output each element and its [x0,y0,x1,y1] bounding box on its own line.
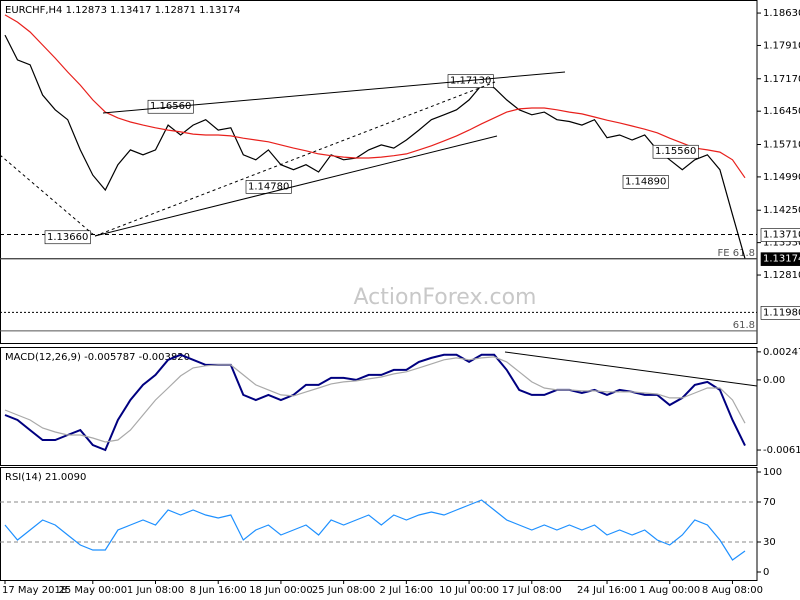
level-label-text: 1.11980 [763,307,800,318]
level-label-text: 1.13710 [763,230,800,241]
price-annotation: 1.14890 [622,175,669,189]
y-tick-label: 1.13530 [763,238,800,249]
y-tick-label: 1.14250 [763,205,800,216]
level-label: 1.13174 [760,252,800,266]
price-annotation-text: 1.15560 [655,146,696,157]
y-tick-label: 1.14990 [763,172,800,183]
price-annotation-box [447,74,494,88]
price-annotation-box [44,230,91,245]
trendline [102,71,566,114]
y-tick-label: 1.15710 [763,139,800,150]
y-tick-label: 1.17910 [763,40,800,51]
price-annotation-text: 1.14780 [248,181,289,192]
y-tick-label: 100 [763,467,782,478]
level-label: 1.13710 [760,228,800,242]
trendlines [0,71,758,387]
level-label: 1.11980 [760,306,800,320]
panel-title: RSI(14) 21.0090 [5,472,86,483]
x-tick-label: 10 Jul 00:00 [439,585,499,596]
x-tick-label: 25 May 00:00 [59,585,128,596]
y-tick-label: 1.12810 [763,270,800,281]
y-tick-label: 0.00 [763,375,785,386]
y-tick-label: -0.006181 [763,445,800,456]
x-tick-label: 18 Jun 00:00 [249,585,313,596]
trendline [94,135,498,237]
watermark: ActionForex.com [354,285,537,310]
trendline [504,351,758,387]
y-tick-label: 30 [763,537,776,548]
price-annotation-box [622,175,669,189]
x-tick-label: 24 Jul 16:00 [577,585,637,596]
series-line [4,499,746,561]
panel-border [0,0,758,344]
series-line [4,353,746,452]
price-annotation-box [652,144,699,159]
x-tick-label: 8 Jun 16:00 [190,585,247,596]
panel-border [0,347,758,466]
level-label-text: 1.13174 [763,254,800,265]
level-label-box [760,252,800,266]
x-tick-label: 1 Jun 08:00 [127,585,184,596]
y-tick-label: 1.18630 [763,8,800,19]
price-annotation: 1.15560 [652,144,699,159]
price-annotation-text: 1.14890 [625,176,666,187]
y-tick-label: 1.16450 [763,106,800,117]
level-label-box [760,306,800,320]
x-tick-label: 8 Aug 08:00 [702,585,763,596]
x-tick-label: 17 May 2018 [2,585,67,596]
panel-title: EURCHF,H4 1.12873 1.13417 1.12871 1.1317… [5,5,241,16]
level-label-box [760,228,800,242]
price-annotation-text: 1.13660 [47,232,88,243]
price-annotation-text: 1.17130 [450,76,491,87]
price-annotation: 1.17130 [447,74,494,88]
fibo-label: FE 61.8 [717,248,755,259]
fibo-label: 61.8 [733,320,755,331]
panel-border [0,467,758,581]
x-tick-label: 17 Jul 08:00 [502,585,562,596]
y-tick-label: 1.17170 [763,74,800,85]
series-line [4,14,746,179]
price-annotation: 1.13660 [44,230,91,245]
panel-title: MACD(12,26,9) -0.005787 -0.003820 [5,352,190,363]
trendline [0,154,96,237]
y-tick-label: 0 [763,567,769,578]
y-tick-label: 70 [763,497,776,508]
x-tick-label: 25 Jun 08:00 [312,585,376,596]
x-tick-label: 2 Jul 16:00 [380,585,434,596]
x-tick-label: 1 Aug 00:00 [639,585,700,596]
series-line [4,356,746,443]
y-tick-label: 0.002472 [763,347,800,358]
series-line [4,34,746,259]
price-annotation: 1.14780 [245,180,292,194]
